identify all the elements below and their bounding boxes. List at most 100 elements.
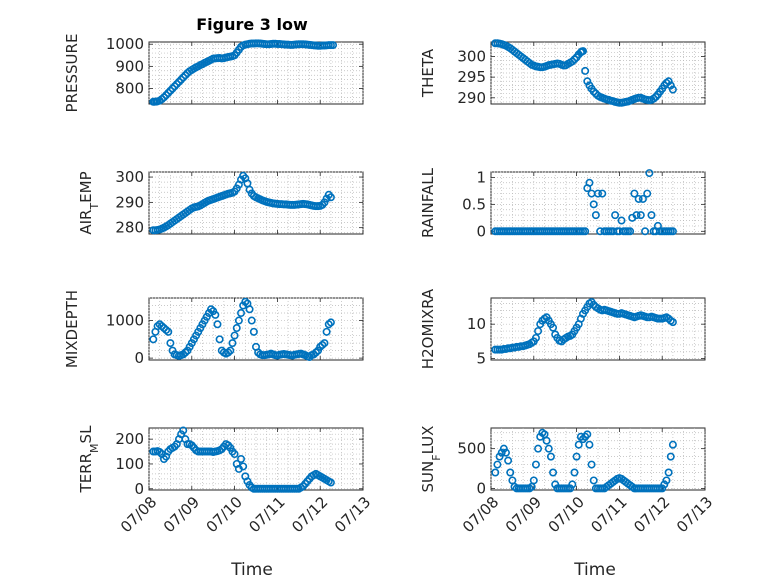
data-point xyxy=(170,82,179,91)
data-point xyxy=(546,452,555,461)
data-point xyxy=(587,460,596,469)
y-tick-label: 280 xyxy=(115,219,144,237)
data-point xyxy=(249,327,258,336)
x-tick-label: 07/11 xyxy=(587,493,630,536)
y-tick-label: 200 xyxy=(115,430,144,448)
data-point xyxy=(589,200,598,209)
data-point xyxy=(668,85,677,94)
data-point xyxy=(583,430,592,439)
data-point xyxy=(226,346,235,355)
data-point xyxy=(668,318,677,327)
data-point xyxy=(320,339,329,348)
y-tick-label: 300 xyxy=(457,47,486,65)
y-axis-label-main: PRESSURE xyxy=(63,34,81,113)
data-point xyxy=(643,189,652,198)
data-point xyxy=(549,323,558,332)
data-point xyxy=(329,41,338,50)
data-point xyxy=(581,66,590,75)
h2omixra-axes: 5 10 H2OMIXRA xyxy=(419,288,706,369)
data-point xyxy=(636,211,645,220)
data-point xyxy=(658,484,667,493)
data-point xyxy=(617,216,626,225)
y-tick-label: 0 xyxy=(134,480,144,498)
y-tick-label: 5 xyxy=(476,350,486,368)
data-point xyxy=(542,436,551,445)
data-point xyxy=(566,484,575,493)
y-axis-label-tail: EMP xyxy=(77,171,95,202)
x-tick-label: 07/12 xyxy=(288,493,331,536)
data-point xyxy=(247,316,256,325)
data-point xyxy=(159,93,168,102)
x-tick-label: 07/08 xyxy=(117,493,160,536)
data-point xyxy=(593,189,602,198)
data-point xyxy=(551,480,560,489)
data-point xyxy=(570,468,579,477)
data-point xyxy=(181,71,190,80)
data-point xyxy=(641,227,650,236)
data-point xyxy=(215,335,224,344)
x-axis-label-left: Time xyxy=(230,560,273,580)
y-axis-label: AIRTEMP xyxy=(77,171,101,234)
y-axis-label: TERRMSL xyxy=(77,425,101,494)
data-point xyxy=(664,468,673,477)
data-point xyxy=(245,305,254,314)
data-point xyxy=(326,478,335,487)
data-point xyxy=(568,57,577,66)
data-point xyxy=(322,327,331,336)
data-point xyxy=(645,169,654,178)
data-point xyxy=(544,444,553,453)
y-axis-label-main: THETA xyxy=(419,48,437,98)
data-point xyxy=(164,327,173,336)
data-point xyxy=(611,211,620,220)
data-point xyxy=(534,444,543,453)
x-tick-label: 07/12 xyxy=(630,493,673,536)
data-point xyxy=(232,324,241,333)
data-point xyxy=(326,193,335,202)
x-tick-label: 07/13 xyxy=(673,493,716,536)
data-point xyxy=(177,75,186,84)
data-point xyxy=(237,309,246,318)
x-tick-label: 07/09 xyxy=(502,493,545,536)
data-point xyxy=(598,189,607,198)
y-axis-label-main: MIXDEPTH xyxy=(63,290,81,368)
y-tick-label: 0.5 xyxy=(462,195,486,213)
data-point xyxy=(634,194,643,203)
data-point xyxy=(572,452,581,461)
x-tick-label: 07/09 xyxy=(160,493,203,536)
data-point xyxy=(668,227,677,236)
air-temp-axes: 280 290 300 AIRTEMP xyxy=(77,168,364,237)
data-point xyxy=(589,87,598,96)
data-point xyxy=(149,335,158,344)
pressure-axes: 800 900 1000 PRESSURE xyxy=(63,34,364,113)
data-point xyxy=(664,77,673,86)
data-point xyxy=(585,178,594,187)
data-point xyxy=(179,426,188,435)
y-tick-label: 0 xyxy=(476,479,486,497)
data-point xyxy=(581,227,590,236)
terr-msl-axes: 0 100 200 07/08 07/09 07/10 07/11 07/12 07/13 TER… xyxy=(77,425,374,536)
x-axis-label-right: Time xyxy=(573,560,616,580)
data-point xyxy=(662,476,671,485)
data-point xyxy=(638,194,647,203)
y-axis-label-tail: SL xyxy=(77,425,95,444)
x-tick-label: 07/08 xyxy=(459,493,502,536)
data-point xyxy=(666,81,675,90)
sun-flux-axes: 0 500 07/08 07/09 07/10 07/11 07/12 07/13 SUNFLU… xyxy=(419,426,716,537)
rainfall-axes: 0 0.5 1 RAINFALL xyxy=(419,167,706,240)
figure-title: Figure 3 low xyxy=(196,15,308,34)
data-point xyxy=(501,448,510,457)
mixdepth-axes: 0 1000 MIXDEPTH xyxy=(63,290,364,368)
data-point xyxy=(230,331,239,340)
y-axis-label: H2OMIXRA xyxy=(419,288,437,369)
data-point xyxy=(626,227,635,236)
y-tick-label: 800 xyxy=(115,80,144,98)
data-point xyxy=(230,450,239,459)
data-point xyxy=(570,55,579,64)
y-tick-label: 1000 xyxy=(106,312,144,330)
theta-axes: 290 295 300 THETA xyxy=(419,39,706,107)
data-point xyxy=(491,468,500,477)
x-tick-label: 07/11 xyxy=(245,493,288,536)
data-point xyxy=(179,73,188,82)
data-point xyxy=(164,88,173,97)
